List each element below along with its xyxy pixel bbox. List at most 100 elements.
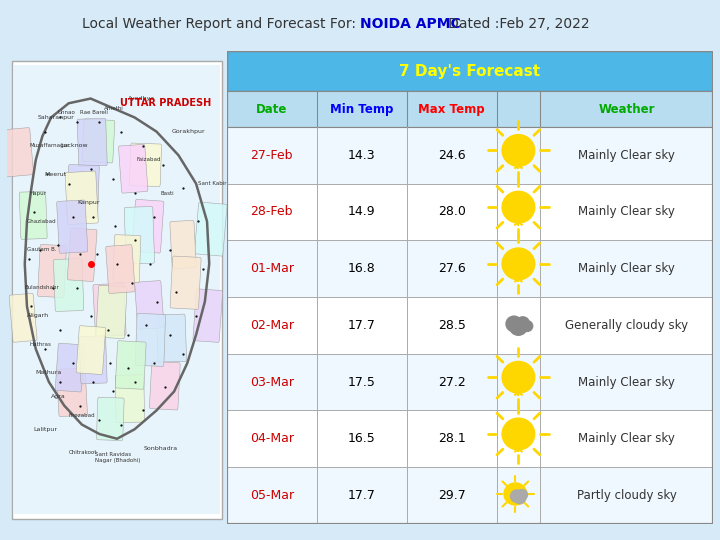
FancyBboxPatch shape — [150, 361, 180, 410]
FancyBboxPatch shape — [227, 354, 713, 410]
Text: Min Temp: Min Temp — [330, 103, 393, 116]
Text: Mainly Clear sky: Mainly Clear sky — [578, 432, 675, 445]
Text: NOIDA APMC: NOIDA APMC — [360, 17, 461, 31]
FancyBboxPatch shape — [132, 199, 164, 253]
Text: Gautam B.: Gautam B. — [27, 247, 56, 252]
Text: Sant Ravidas
Nagar (Bhadohi): Sant Ravidas Nagar (Bhadohi) — [95, 452, 140, 463]
Circle shape — [502, 418, 535, 450]
FancyBboxPatch shape — [156, 314, 186, 362]
FancyBboxPatch shape — [115, 375, 145, 422]
Text: Mainly Clear sky: Mainly Clear sky — [578, 205, 675, 219]
Text: Mainly Clear sky: Mainly Clear sky — [578, 262, 675, 275]
FancyBboxPatch shape — [227, 297, 713, 354]
Text: Meerut: Meerut — [45, 172, 67, 177]
Text: Kanpur: Kanpur — [78, 200, 100, 205]
Circle shape — [502, 191, 535, 223]
Text: Mainly Clear sky: Mainly Clear sky — [578, 148, 675, 162]
FancyBboxPatch shape — [227, 51, 713, 91]
Text: 7 Day's Forecast: 7 Day's Forecast — [399, 64, 541, 79]
Text: Sonbhadra: Sonbhadra — [143, 446, 177, 451]
Text: Lucknow: Lucknow — [60, 143, 88, 148]
FancyBboxPatch shape — [12, 60, 222, 519]
Circle shape — [517, 490, 528, 500]
Text: Hapur: Hapur — [30, 191, 46, 195]
Text: Ayodhya: Ayodhya — [128, 96, 155, 101]
FancyBboxPatch shape — [76, 326, 106, 375]
Text: Chitrakoot: Chitrakoot — [68, 450, 97, 455]
Circle shape — [510, 490, 523, 502]
Circle shape — [514, 492, 526, 504]
Text: Muzaffarnagar: Muzaffarnagar — [30, 143, 70, 148]
FancyBboxPatch shape — [68, 228, 97, 281]
Text: Local Weather Report and Forecast For:: Local Weather Report and Forecast For: — [81, 17, 360, 31]
Text: 14.3: 14.3 — [348, 148, 375, 162]
FancyBboxPatch shape — [96, 397, 124, 441]
Text: Hathras: Hathras — [30, 342, 51, 347]
Text: 27.2: 27.2 — [438, 375, 465, 389]
FancyBboxPatch shape — [57, 368, 87, 416]
FancyBboxPatch shape — [37, 245, 66, 298]
Circle shape — [502, 361, 535, 393]
Text: Aligarh: Aligarh — [27, 313, 49, 319]
Text: Rae Bareli: Rae Bareli — [80, 110, 107, 115]
Circle shape — [516, 317, 529, 329]
FancyBboxPatch shape — [106, 245, 135, 294]
Text: 01-Mar: 01-Mar — [250, 262, 294, 275]
Text: 16.8: 16.8 — [348, 262, 376, 275]
FancyBboxPatch shape — [227, 91, 713, 127]
Text: Faizabad: Faizabad — [137, 158, 161, 163]
Text: Basti: Basti — [161, 191, 174, 195]
FancyBboxPatch shape — [77, 118, 107, 166]
FancyBboxPatch shape — [14, 65, 220, 514]
FancyBboxPatch shape — [227, 127, 713, 184]
FancyBboxPatch shape — [227, 410, 713, 467]
Text: 28.1: 28.1 — [438, 432, 465, 445]
Text: 28.5: 28.5 — [438, 319, 466, 332]
Text: 24.6: 24.6 — [438, 148, 465, 162]
Circle shape — [502, 134, 535, 166]
Circle shape — [510, 318, 527, 335]
FancyBboxPatch shape — [1, 127, 34, 177]
Text: Weather: Weather — [598, 103, 654, 116]
Text: 04-Mar: 04-Mar — [250, 432, 294, 445]
Text: Firozabad: Firozabad — [68, 413, 95, 417]
FancyBboxPatch shape — [170, 220, 197, 269]
FancyBboxPatch shape — [53, 259, 84, 312]
Text: 17.5: 17.5 — [348, 375, 376, 389]
Text: 03-Mar: 03-Mar — [250, 375, 294, 389]
FancyBboxPatch shape — [65, 171, 98, 225]
FancyBboxPatch shape — [193, 289, 222, 342]
FancyBboxPatch shape — [96, 285, 127, 339]
Text: Bulandshahr: Bulandshahr — [24, 285, 60, 290]
Text: 14.9: 14.9 — [348, 205, 375, 219]
Text: Dated :Feb 27, 2022: Dated :Feb 27, 2022 — [435, 17, 590, 31]
Circle shape — [506, 316, 522, 332]
FancyBboxPatch shape — [67, 165, 99, 218]
FancyBboxPatch shape — [19, 191, 47, 239]
FancyBboxPatch shape — [125, 206, 155, 264]
FancyBboxPatch shape — [79, 336, 107, 384]
FancyBboxPatch shape — [9, 293, 37, 342]
FancyBboxPatch shape — [93, 283, 126, 336]
FancyBboxPatch shape — [115, 341, 146, 389]
FancyBboxPatch shape — [227, 467, 713, 524]
FancyBboxPatch shape — [57, 200, 88, 253]
Text: 16.5: 16.5 — [348, 432, 376, 445]
Text: 28.0: 28.0 — [438, 205, 466, 219]
Text: 27-Feb: 27-Feb — [251, 148, 293, 162]
Circle shape — [504, 483, 527, 505]
Text: Saharanpur: Saharanpur — [38, 115, 75, 120]
Text: Amethi: Amethi — [104, 105, 124, 111]
Text: 17.7: 17.7 — [348, 319, 376, 332]
Text: 29.7: 29.7 — [438, 489, 465, 502]
Text: Ghaziabad: Ghaziabad — [27, 219, 57, 224]
Text: UTTAR PRADESH: UTTAR PRADESH — [120, 98, 211, 109]
Text: Generally cloudy sky: Generally cloudy sky — [565, 319, 688, 332]
Text: 28-Feb: 28-Feb — [251, 205, 293, 219]
Text: Gorakhpur: Gorakhpur — [172, 129, 205, 134]
Text: Sant Kabir Nagar: Sant Kabir Nagar — [198, 181, 246, 186]
Text: Mathura: Mathura — [36, 370, 62, 375]
FancyBboxPatch shape — [130, 143, 161, 186]
Text: Max Temp: Max Temp — [418, 103, 485, 116]
FancyBboxPatch shape — [194, 202, 227, 256]
